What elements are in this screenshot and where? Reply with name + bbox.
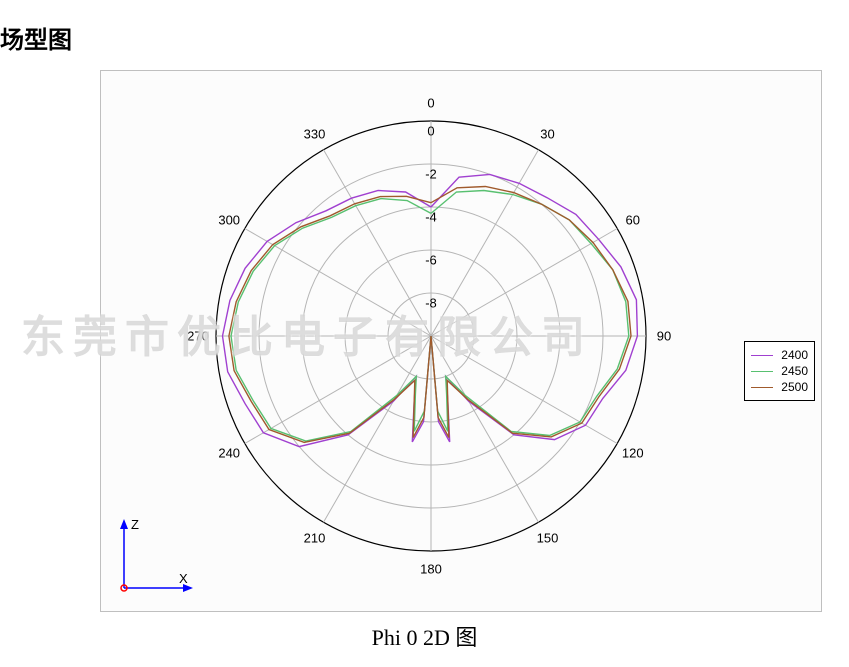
angle-label: 0 — [427, 96, 434, 111]
angle-label: 330 — [304, 127, 326, 142]
legend-label: 2500 — [781, 380, 808, 394]
page-title: 场型图 — [0, 20, 72, 55]
radial-label: 0 — [427, 124, 434, 139]
legend-swatch — [751, 371, 773, 372]
angle-label: 30 — [540, 127, 554, 142]
angle-label: 240 — [218, 445, 240, 460]
watermark-text: 东莞市优比电子有限公司 — [21, 301, 593, 365]
angle-label: 150 — [537, 530, 559, 545]
angle-label: 120 — [622, 445, 644, 460]
z-axis-label: Z — [131, 517, 139, 532]
angle-label: 90 — [657, 329, 671, 344]
axis-reference: Z X — [109, 513, 199, 603]
radial-label: -6 — [425, 253, 437, 268]
legend-label: 2450 — [781, 364, 808, 378]
polar-chart-frame: 0306090120150180210240270300330 0-2-4-6-… — [100, 70, 822, 612]
legend-item: 2500 — [751, 380, 808, 394]
angle-label: 210 — [304, 530, 326, 545]
z-axis-arrow — [120, 519, 128, 529]
radial-label: -4 — [425, 210, 437, 225]
legend-item: 2450 — [751, 364, 808, 378]
legend-item: 2400 — [751, 348, 808, 362]
legend-swatch — [751, 355, 773, 356]
legend-swatch — [751, 387, 773, 388]
radial-label: -2 — [425, 167, 437, 182]
x-axis-label: X — [179, 571, 188, 586]
legend-label: 2400 — [781, 348, 808, 362]
angle-label: 180 — [420, 562, 442, 577]
angle-label: 300 — [218, 212, 240, 227]
chart-caption: Phi 0 2D 图 — [0, 620, 849, 652]
legend: 2400 2450 2500 — [744, 341, 815, 401]
angle-label: 60 — [626, 212, 640, 227]
